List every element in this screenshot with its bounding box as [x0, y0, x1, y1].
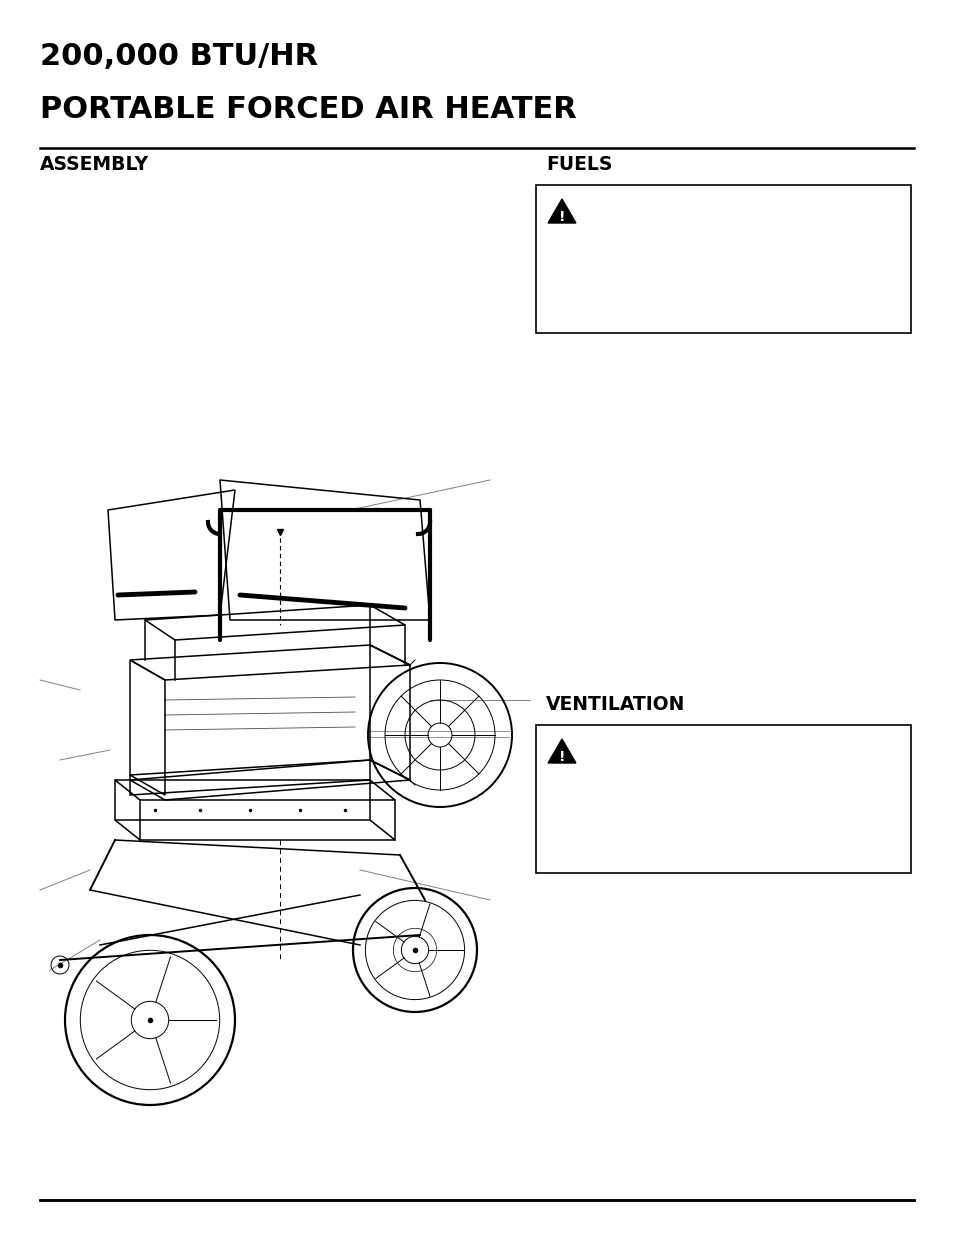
Text: !: ! [558, 210, 565, 225]
Bar [536, 185, 910, 333]
Text: ASSEMBLY: ASSEMBLY [40, 156, 149, 174]
Polygon shape [548, 199, 576, 224]
Text: 200,000 BTU/HR: 200,000 BTU/HR [40, 42, 317, 70]
Text: FUELS: FUELS [545, 156, 612, 174]
Text: PORTABLE FORCED AIR HEATER: PORTABLE FORCED AIR HEATER [40, 95, 577, 124]
Text: !: ! [558, 751, 565, 764]
Bar [536, 725, 910, 873]
Text: VENTILATION: VENTILATION [545, 695, 684, 714]
Polygon shape [548, 739, 576, 763]
